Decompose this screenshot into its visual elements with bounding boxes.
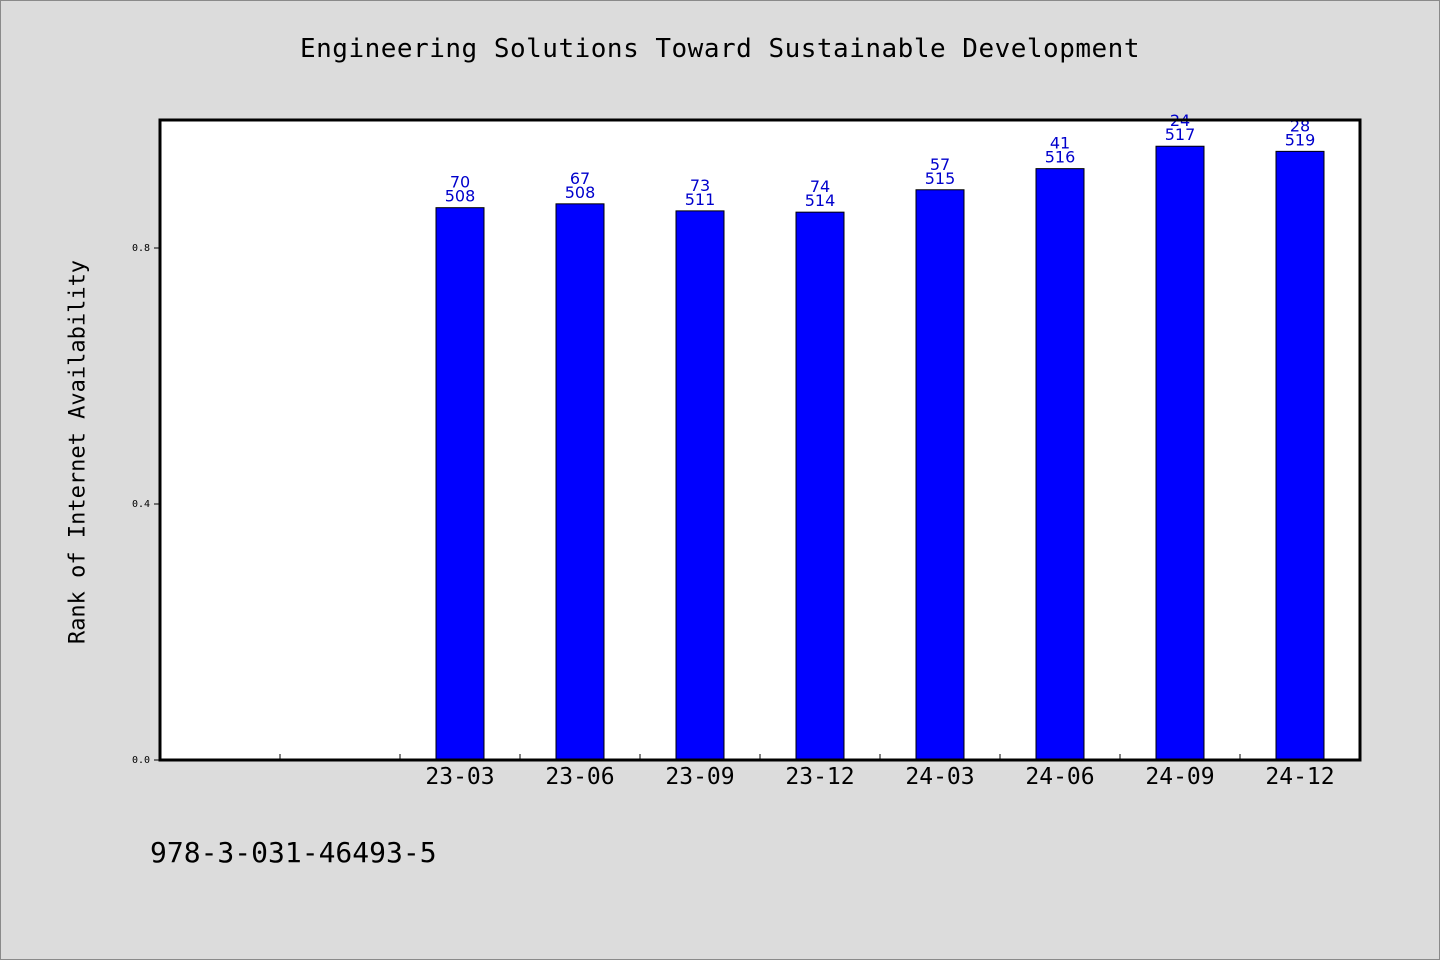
bar-label-bottom: 519 [1285, 130, 1316, 149]
bar [555, 203, 605, 761]
x-tick-label: 23-12 [785, 764, 854, 790]
chart-title: Engineering Solutions Toward Sustainable… [300, 34, 1140, 64]
y-tick-label: 0.4 [132, 499, 150, 510]
bar-label-top: 41 [1050, 134, 1070, 153]
bar-label-bottom: 514 [805, 191, 836, 210]
x-tick-label: 23-03 [425, 764, 494, 790]
bar-label-bottom: 508 [565, 183, 596, 202]
bar-label-top: 74 [810, 177, 830, 196]
bar-label-bottom: 515 [925, 169, 956, 188]
bar-label-top: 57 [930, 155, 950, 174]
bar [1275, 150, 1325, 761]
bar [1035, 168, 1085, 761]
x-tick-label: 24-12 [1265, 764, 1334, 790]
x-tick-label: 24-06 [1025, 764, 1094, 790]
isbn-text: 978-3-031-46493-5 [150, 836, 437, 869]
plot-border [158, 118, 1362, 762]
bar-label-bottom: 516 [1045, 148, 1076, 167]
bar-label-bottom: 517 [1165, 125, 1196, 144]
x-tick-label: 23-09 [665, 764, 734, 790]
x-tick-label: 24-03 [905, 764, 974, 790]
bar [435, 207, 485, 761]
bar-label-top: 67 [570, 169, 590, 188]
x-tick-label: 24-09 [1145, 764, 1214, 790]
bar-label-top: 70 [450, 173, 470, 192]
bar [675, 210, 725, 761]
bar [795, 211, 845, 761]
y-tick-label: 0.8 [132, 243, 150, 254]
bar-label-bottom: 511 [685, 190, 716, 209]
y-tick-label: 0.0 [132, 755, 150, 766]
x-tick-label: 23-06 [545, 764, 614, 790]
bar-label-top: 73 [690, 176, 710, 195]
bar-label-bottom: 508 [445, 187, 476, 206]
bar [1155, 145, 1205, 761]
bar [915, 189, 965, 761]
